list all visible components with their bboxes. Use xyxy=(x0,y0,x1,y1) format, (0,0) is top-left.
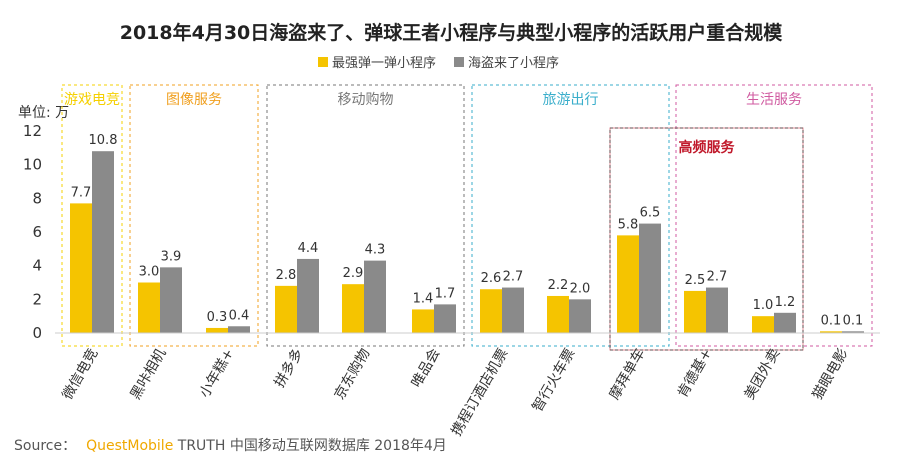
group-box xyxy=(471,84,670,347)
group-box xyxy=(266,84,465,347)
data-label: 2.7 xyxy=(503,270,524,285)
bar xyxy=(138,282,160,333)
y-tick-label: 10 xyxy=(23,156,42,174)
y-tick-label: 2 xyxy=(32,290,42,308)
x-tick-label: 智行火车票 xyxy=(529,346,579,415)
source-prefix: Source： xyxy=(14,438,77,454)
x-tick-label: 猫眼电影 xyxy=(810,346,852,402)
bar xyxy=(502,287,524,333)
data-label: 0.1 xyxy=(843,313,864,328)
bar xyxy=(639,223,661,333)
y-tick-label: 6 xyxy=(32,223,42,241)
data-label: 2.2 xyxy=(548,278,569,293)
bar xyxy=(434,304,456,333)
highlight-box-accent xyxy=(609,127,804,351)
data-label: 4.3 xyxy=(365,243,386,258)
data-label: 1.7 xyxy=(435,286,456,301)
data-label: 3.0 xyxy=(139,265,160,280)
chart-title: 2018年4月30日海盗来了、弹球王者小程序与典型小程序的活跃用户重合规模 xyxy=(119,22,783,44)
bar xyxy=(92,151,114,333)
data-label: 2.9 xyxy=(343,266,364,281)
x-tick-label: 拼多多 xyxy=(271,346,307,391)
x-tick-label: 唯品会 xyxy=(409,346,444,390)
source-note: Source： QuestMobile TRUTH 中国移动互联网数据库 2018… xyxy=(14,435,447,455)
group-label: 旅游出行 xyxy=(543,92,599,108)
data-label: 1.2 xyxy=(775,295,796,310)
x-tick-label: 小年糕+ xyxy=(197,346,238,401)
x-tick-label: 黑咔相机 xyxy=(128,346,170,402)
bar xyxy=(206,327,228,333)
bar xyxy=(364,260,386,333)
bar xyxy=(752,316,774,333)
bar xyxy=(342,284,364,333)
x-tick-label: 携程订酒店机票 xyxy=(449,346,512,439)
x-tick-label: 京东购物 xyxy=(332,346,374,402)
data-label: 3.9 xyxy=(161,249,182,264)
y-tick-label: 8 xyxy=(32,189,42,207)
bar xyxy=(706,287,728,333)
bar xyxy=(412,309,434,333)
y-tick-label: 4 xyxy=(32,257,42,275)
data-label: 2.8 xyxy=(276,268,297,283)
legend-label: 海盗来了小程序 xyxy=(468,56,560,71)
bar xyxy=(569,299,591,333)
data-label: 2.6 xyxy=(481,271,502,286)
legend-label: 最强弹一弹小程序 xyxy=(332,56,437,71)
bar xyxy=(275,285,297,333)
group-box xyxy=(675,84,873,347)
data-label: 0.1 xyxy=(821,313,842,328)
bar xyxy=(774,312,796,333)
bar xyxy=(684,290,706,333)
legend-item: 海盗来了小程序 xyxy=(454,52,559,71)
group-label: 游戏电竞 xyxy=(64,91,120,108)
group-label: 生活服务 xyxy=(746,92,802,108)
data-label: 4.4 xyxy=(298,241,319,256)
legend-swatch xyxy=(318,56,328,67)
group-box xyxy=(61,84,123,347)
y-axis-label: 单位: 万 xyxy=(18,105,69,121)
data-label: 2.0 xyxy=(570,281,591,296)
data-label: 0.3 xyxy=(207,310,228,325)
y-tick-label: 12 xyxy=(23,122,42,140)
group-label: 移动购物 xyxy=(338,92,394,108)
x-tick-label: 肯德基+ xyxy=(674,346,716,401)
data-label: 2.7 xyxy=(707,270,728,285)
legend-swatch xyxy=(454,56,465,67)
data-label: 10.8 xyxy=(89,133,118,148)
x-tick-label: 美团外卖 xyxy=(742,346,784,402)
legend: 最强弹一弹小程序 海盗来了小程序 xyxy=(318,52,559,71)
highlight-box xyxy=(609,127,804,351)
bar xyxy=(617,235,639,333)
bar xyxy=(70,203,92,333)
bar xyxy=(842,331,864,333)
source-text: TRUTH 中国移动互联网数据库 2018年4月 xyxy=(177,438,447,454)
bar xyxy=(160,267,182,333)
bar xyxy=(228,326,250,333)
legend-item: 最强弹一弹小程序 xyxy=(318,52,436,71)
x-tick-label: 摩拜单车 xyxy=(606,346,649,403)
data-label: 0.4 xyxy=(229,308,250,323)
data-label: 5.8 xyxy=(618,217,639,232)
bar xyxy=(820,331,842,333)
highlight-label: 高频服务 xyxy=(679,139,736,156)
x-tick-label: 微信电竞 xyxy=(59,346,102,403)
y-tick-label: 0 xyxy=(32,324,42,342)
bar xyxy=(297,258,319,333)
bar xyxy=(547,295,569,333)
bar xyxy=(480,289,502,333)
source-brand: QuestMobile xyxy=(86,438,174,454)
group-box xyxy=(129,84,259,347)
data-label: 7.7 xyxy=(71,185,92,200)
data-label: 2.5 xyxy=(685,273,706,288)
data-label: 1.4 xyxy=(413,291,434,306)
group-label: 图像服务 xyxy=(166,92,222,108)
data-label: 1.0 xyxy=(753,298,774,313)
data-label: 6.5 xyxy=(640,206,661,221)
